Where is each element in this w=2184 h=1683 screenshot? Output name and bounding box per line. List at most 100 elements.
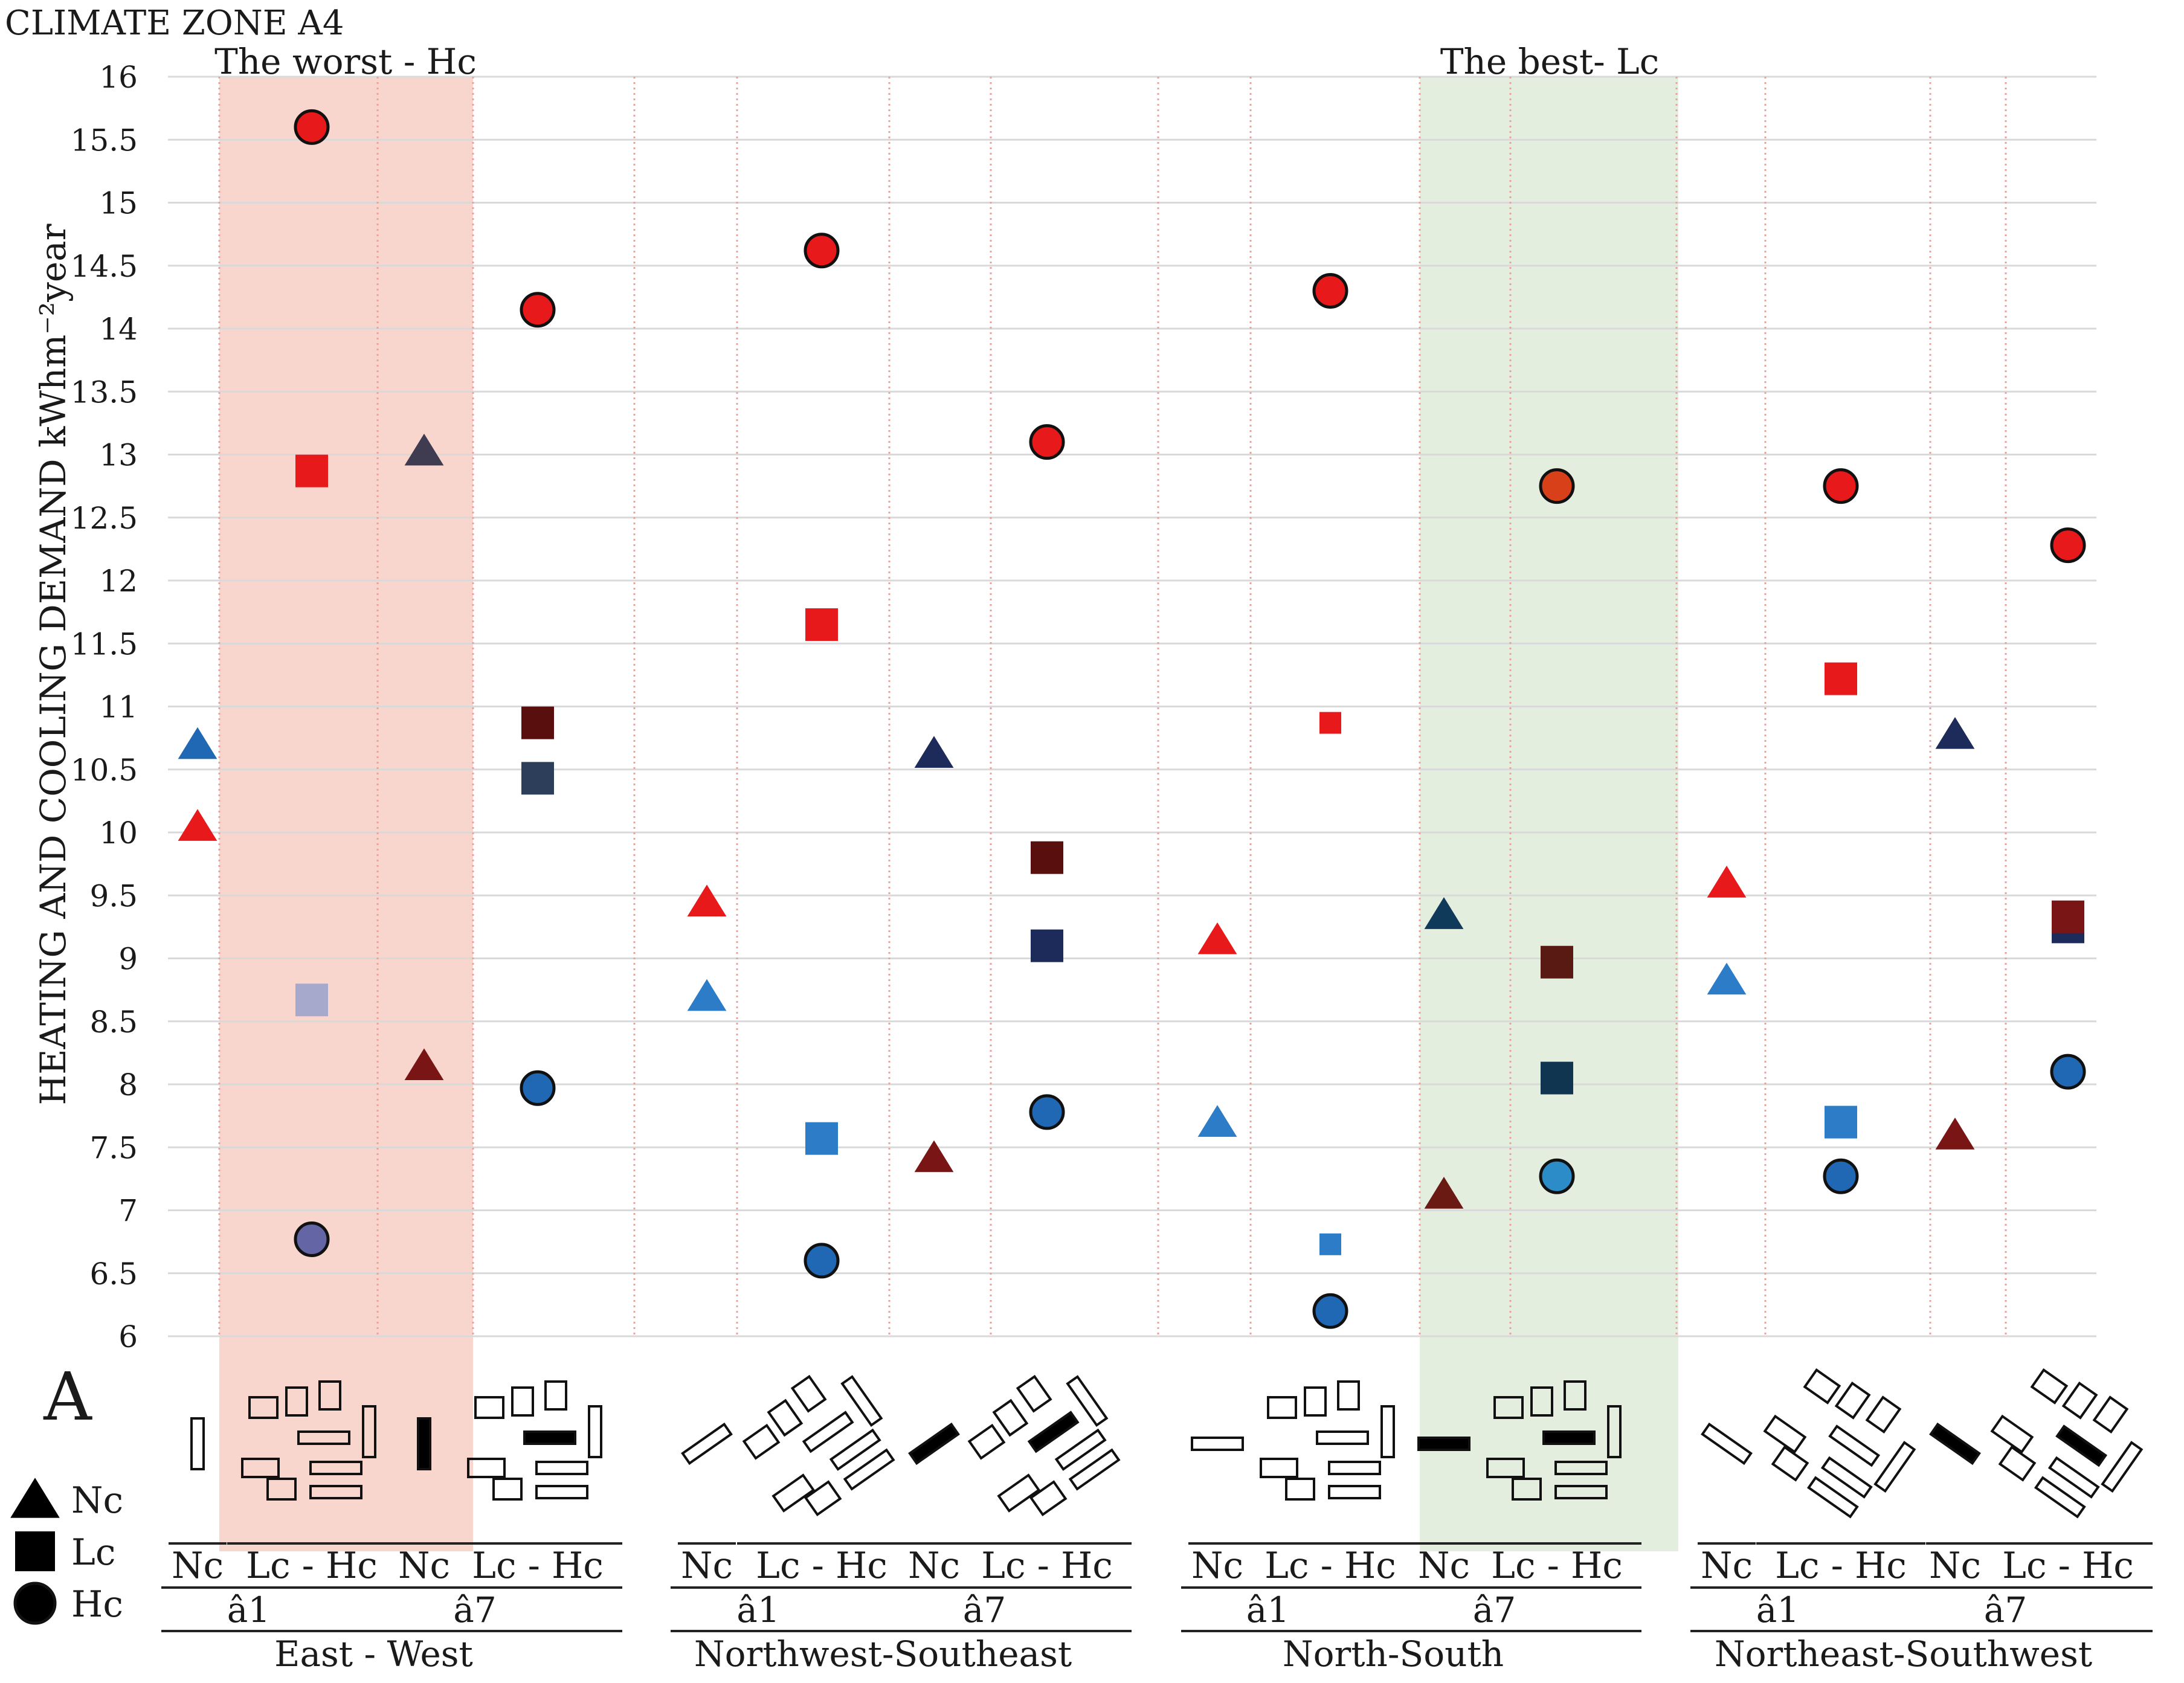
building-footprint bbox=[1554, 1461, 1608, 1475]
building-footprint bbox=[1029, 1480, 1068, 1517]
data-point-triangle bbox=[1935, 717, 1975, 749]
column-label: Nc bbox=[172, 1545, 224, 1587]
column-label: Nc bbox=[908, 1545, 960, 1587]
data-point-triangle bbox=[1197, 1105, 1237, 1137]
building-footprint bbox=[1328, 1485, 1381, 1499]
building-footprint bbox=[1554, 1485, 1608, 1499]
data-point-triangle bbox=[1424, 1177, 1464, 1209]
building-footprint bbox=[1285, 1478, 1315, 1501]
building-footprint bbox=[1260, 1458, 1298, 1478]
building-footprint bbox=[511, 1386, 534, 1417]
column-label: Nc bbox=[681, 1545, 733, 1587]
legend-triangle-icon bbox=[10, 1478, 60, 1518]
data-point-triangle bbox=[178, 727, 217, 759]
column-label: Lc - Hc bbox=[1264, 1545, 1396, 1587]
building-footprint bbox=[840, 1375, 883, 1427]
group-label: Northwest-Southeast bbox=[694, 1633, 1072, 1675]
building-footprint bbox=[1337, 1380, 1360, 1411]
building-footprint bbox=[523, 1430, 576, 1445]
data-point-circle bbox=[520, 292, 556, 328]
building-footprint bbox=[1027, 1411, 1080, 1453]
data-point-square bbox=[1825, 1105, 1857, 1139]
building-footprint bbox=[767, 1398, 804, 1437]
building-footprint bbox=[771, 1473, 816, 1513]
highlight-band bbox=[1420, 77, 1678, 1551]
subgroup-label: â1 bbox=[1246, 1589, 1289, 1630]
legend-label: Hc bbox=[71, 1583, 123, 1626]
column-label: Lc - Hc bbox=[1775, 1545, 1907, 1587]
building-footprint bbox=[1512, 1478, 1542, 1501]
building-footprint bbox=[1417, 1437, 1470, 1451]
building-footprint bbox=[544, 1380, 567, 1411]
building-footprint bbox=[2047, 1456, 2100, 1499]
building-footprint bbox=[1701, 1422, 1753, 1466]
data-point-circle bbox=[1539, 468, 1575, 504]
building-footprint bbox=[588, 1405, 602, 1458]
data-point-triangle bbox=[1935, 1118, 1975, 1150]
building-footprint bbox=[967, 1423, 1006, 1460]
building-footprint bbox=[467, 1458, 506, 1478]
data-point-triangle bbox=[1707, 866, 1747, 898]
data-point-circle bbox=[804, 1243, 840, 1279]
y-tick-label: 6 bbox=[118, 1319, 138, 1354]
data-point-square bbox=[295, 983, 328, 1017]
building-footprint bbox=[2092, 1395, 2129, 1434]
building-footprint bbox=[248, 1396, 279, 1419]
data-point-triangle bbox=[1197, 922, 1237, 954]
building-footprint bbox=[492, 1478, 523, 1501]
data-point-square bbox=[1541, 945, 1573, 979]
building-footprint bbox=[474, 1396, 504, 1419]
building-footprint bbox=[1806, 1476, 1859, 1519]
building-footprint bbox=[1990, 1414, 2034, 1454]
data-point-triangle bbox=[404, 433, 444, 466]
y-tick-label: 12 bbox=[99, 564, 138, 599]
column-label: Nc bbox=[1418, 1545, 1470, 1587]
legend-label: Lc bbox=[71, 1531, 115, 1574]
panel-letter: A bbox=[43, 1358, 92, 1435]
building-footprint bbox=[1771, 1445, 1809, 1482]
building-footprint bbox=[1763, 1414, 1807, 1454]
y-tick-label: 11.5 bbox=[71, 626, 138, 661]
data-point-circle bbox=[2050, 1054, 2086, 1090]
building-footprint bbox=[742, 1423, 781, 1460]
group-label: North-South bbox=[1283, 1633, 1504, 1675]
subgroup-label: â7 bbox=[963, 1589, 1006, 1630]
subgroup-label: â7 bbox=[1984, 1589, 2027, 1630]
data-point-square bbox=[805, 608, 838, 641]
subgroup-label: â1 bbox=[1756, 1589, 1799, 1630]
data-point-circle bbox=[2050, 527, 2086, 564]
data-point-square bbox=[521, 762, 554, 795]
highlight-label: The best- Lc bbox=[1440, 41, 1659, 82]
data-point-square bbox=[805, 1122, 838, 1155]
legend-label: Nc bbox=[71, 1479, 123, 1522]
building-footprint bbox=[804, 1480, 842, 1517]
y-tick-label: 13.5 bbox=[71, 375, 138, 410]
column-label: Lc - Hc bbox=[246, 1545, 378, 1587]
data-point-square bbox=[1319, 712, 1341, 734]
data-point-circle bbox=[294, 109, 330, 145]
data-point-circle bbox=[1029, 1094, 1065, 1130]
building-footprint bbox=[1054, 1428, 1107, 1471]
y-tick-label: 12.5 bbox=[71, 501, 138, 536]
building-footprint bbox=[992, 1398, 1029, 1437]
y-tick-label: 14 bbox=[99, 312, 138, 347]
data-point-circle bbox=[804, 233, 840, 269]
y-tick-label: 7.5 bbox=[89, 1130, 138, 1165]
y-tick-label: 16 bbox=[99, 60, 138, 95]
y-tick-label: 7 bbox=[118, 1194, 138, 1229]
building-footprint bbox=[1016, 1374, 1052, 1413]
y-tick-label: 8 bbox=[118, 1067, 138, 1102]
building-footprint bbox=[908, 1422, 960, 1466]
column-label: Nc bbox=[1929, 1545, 1981, 1587]
data-point-circle bbox=[1823, 1158, 1859, 1194]
data-point-square bbox=[521, 706, 554, 739]
building-footprint bbox=[318, 1380, 341, 1411]
y-tick-label: 15.5 bbox=[71, 123, 138, 158]
subgroup-label: â1 bbox=[736, 1589, 779, 1630]
building-footprint bbox=[829, 1428, 881, 1471]
building-footprint bbox=[266, 1478, 297, 1501]
y-tick-label: 9 bbox=[118, 942, 138, 977]
y-tick-label: 8.5 bbox=[89, 1005, 138, 1040]
subgroup-label: â1 bbox=[227, 1589, 270, 1630]
data-point-triangle bbox=[914, 736, 954, 768]
